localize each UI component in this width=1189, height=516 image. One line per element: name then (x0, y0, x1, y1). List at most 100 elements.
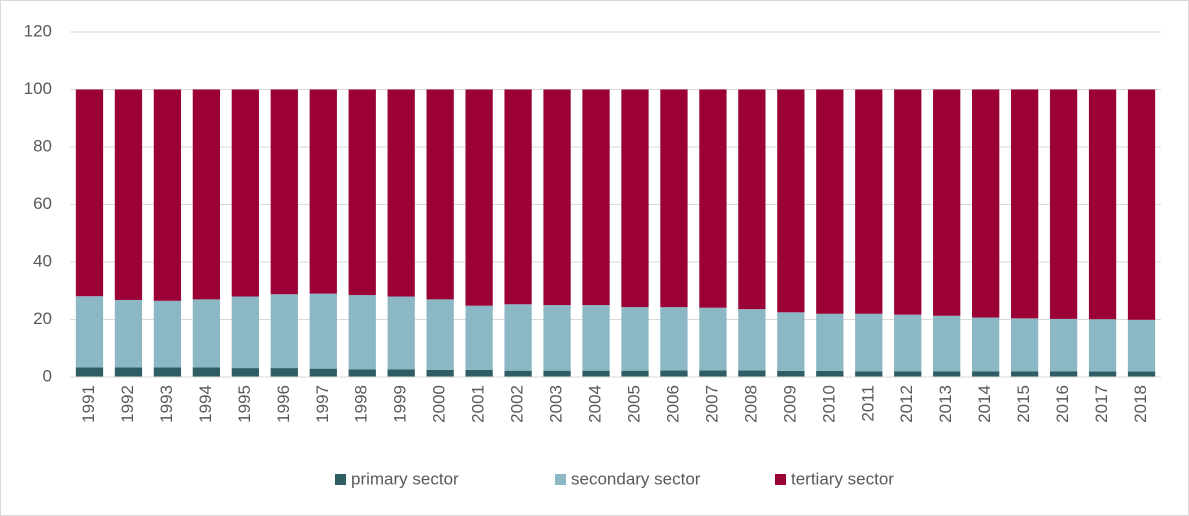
legend-swatch (335, 474, 346, 485)
bar-segment (699, 89, 727, 308)
bar-segment (738, 370, 766, 377)
bar-segment (114, 367, 143, 377)
x-tick-label: 2015 (1014, 385, 1033, 423)
bar-segment (504, 304, 532, 371)
x-tick-label: 1994 (196, 385, 215, 423)
y-tick-label: 20 (33, 309, 52, 328)
bar-segment (699, 307, 727, 371)
legend-label: tertiary sector (791, 469, 894, 488)
bar-segment (1010, 371, 1039, 377)
bar-segment (855, 89, 883, 314)
bar-segment (933, 371, 961, 377)
bar-segment (309, 368, 337, 377)
bar-segment (270, 368, 298, 377)
bar-segment (504, 370, 532, 377)
x-tick-label: 1999 (391, 385, 410, 423)
x-tick-label: 2012 (897, 385, 916, 423)
bar-segment (621, 307, 649, 371)
bar-segment (231, 368, 259, 377)
bar-segment (465, 369, 493, 377)
bar-segment (816, 370, 844, 377)
legend-swatch (555, 474, 566, 485)
bar-segment (543, 305, 571, 371)
x-tick-label: 2006 (663, 385, 682, 423)
bar-segment (855, 313, 883, 372)
x-tick-label: 2011 (858, 385, 877, 422)
legend-swatch (775, 474, 786, 485)
bar-segment (816, 313, 844, 371)
bar-segment (114, 89, 143, 300)
x-tick-label: 2000 (430, 385, 449, 423)
x-tick-label: 2008 (741, 385, 760, 423)
bar-segment (387, 369, 415, 377)
bar-segment (738, 309, 766, 371)
bar-segment (75, 89, 104, 297)
x-tick-label: 2003 (547, 385, 566, 423)
bar-segment (75, 296, 104, 368)
bar-segment (777, 89, 805, 313)
bar-segment (192, 299, 221, 368)
x-tick-label: 2002 (508, 385, 527, 423)
bar-segment (1088, 89, 1117, 320)
bar-segment (1049, 318, 1078, 372)
legend-label: secondary sector (571, 469, 701, 488)
bar-segment (153, 367, 182, 377)
bar-segment (1127, 89, 1156, 320)
bar-segment (192, 367, 221, 377)
bar-segment (387, 89, 415, 297)
bar-segment (933, 315, 961, 372)
x-tick-label: 1997 (313, 385, 332, 423)
x-tick-label: 2007 (702, 385, 721, 423)
bar-segment (855, 371, 883, 377)
bar-segment (348, 89, 376, 296)
x-tick-label: 1992 (118, 385, 137, 423)
bar-segment (1127, 371, 1156, 377)
x-tick-label: 1993 (157, 385, 176, 423)
bar-segment (504, 89, 532, 305)
bar-segment (933, 89, 961, 316)
x-tick-label: 2004 (586, 385, 605, 423)
x-tick-label: 2010 (819, 385, 838, 423)
legend-label: primary sector (351, 469, 459, 488)
bar-segment (309, 89, 337, 294)
bar-segment (621, 370, 649, 377)
x-tick-label: 2018 (1131, 385, 1150, 423)
bar-segment (972, 89, 1000, 318)
bar-segment (1010, 318, 1039, 372)
x-tick-label: 1996 (274, 385, 293, 423)
x-tick-label: 2016 (1053, 385, 1072, 423)
y-tick-label: 120 (24, 21, 52, 40)
bar-segment (972, 317, 1000, 372)
bar-segment (426, 369, 454, 377)
bar-segment (348, 295, 376, 370)
x-tick-label: 2001 (469, 385, 488, 423)
bar-segment (894, 89, 922, 315)
x-tick-label: 2014 (975, 385, 994, 423)
bar-segment (75, 367, 104, 377)
x-tick-label: 2005 (624, 385, 643, 423)
bar-segment (387, 296, 415, 370)
y-tick-label: 100 (24, 79, 52, 98)
bar-segment (738, 89, 766, 310)
bar-segment (972, 371, 1000, 377)
x-tick-label: 2017 (1092, 385, 1111, 423)
x-tick-label: 1995 (235, 385, 254, 423)
bar-segment (816, 89, 844, 314)
bar-segment (660, 89, 688, 308)
x-tick-label: 2009 (780, 385, 799, 423)
bar-segment (465, 89, 493, 306)
bar-segment (1049, 371, 1078, 377)
y-tick-label: 0 (43, 366, 52, 385)
bar-segment (192, 89, 221, 300)
bar-segment (1088, 371, 1117, 377)
bar-segment (426, 89, 454, 300)
x-tick-label: 2013 (936, 385, 955, 423)
bar-segment (114, 299, 143, 368)
bar-segment (660, 370, 688, 377)
bar-segment (426, 299, 454, 370)
y-tick-label: 80 (33, 136, 52, 155)
bar-segment (1049, 89, 1078, 319)
bar-segment (465, 305, 493, 370)
bar-segment (894, 371, 922, 377)
